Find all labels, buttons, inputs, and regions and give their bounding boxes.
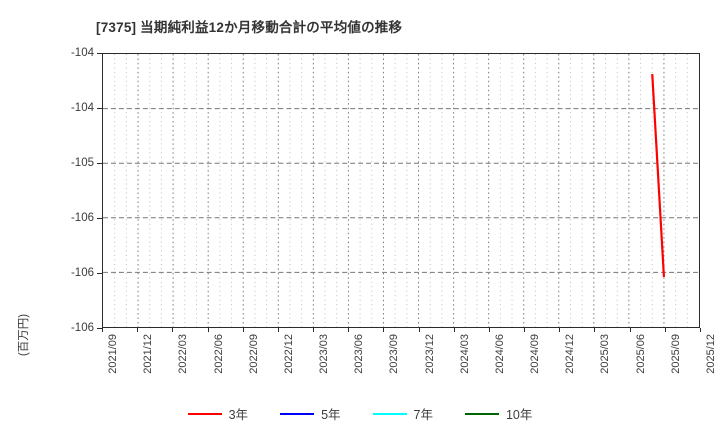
x-tick-mark [313,328,315,332]
x-tick-label: 2023/09 [388,334,401,374]
data-series-layer [651,73,666,278]
x-tick-label: 2023/03 [318,334,331,374]
x-tick-label: 2025/12 [705,334,717,374]
x-tick-label: 2023/12 [423,334,436,374]
x-tick-mark [488,328,490,332]
x-tick-label: 2025/03 [599,334,612,374]
x-tick-mark [137,328,139,332]
y-tick-mark [97,163,102,164]
x-tick-mark [453,328,455,332]
y-tick-label: -104 [70,47,94,59]
x-tick-label: 2022/09 [247,334,260,374]
x-tick-label: 2024/06 [493,334,506,374]
y-tick-label: -104 [70,102,94,114]
x-tick-mark [172,328,174,332]
x-tick-mark [102,328,103,332]
x-tick-label: 2023/06 [353,334,366,374]
x-tick-label: 2024/12 [564,334,577,374]
legend-label: 3年 [228,408,249,422]
legend-label: 5年 [321,408,341,422]
y-tick-label: -106 [70,267,94,279]
x-tick-mark [207,328,209,332]
x-tick-mark [348,328,350,332]
x-tick-label: 2021/12 [142,334,155,374]
y-tick-mark [97,218,102,219]
x-tick-label: 2022/03 [177,334,190,374]
x-tick-label: 2024/09 [529,334,542,374]
legend-color-swatch [464,412,499,415]
legend-item-5年[interactable]: 5年 [280,404,341,423]
y-tick-label: -106 [70,322,94,334]
x-tick-mark [629,328,631,332]
chart-title: [7375] 当期純利益12か月移動合計の平均値の推移 [96,20,403,35]
y-tick-mark [97,108,102,109]
y-tick-label: -106 [70,212,94,224]
y-tick-label: -105 [70,157,94,169]
x-tick-mark [524,328,526,332]
x-tick-mark [594,328,596,332]
series-line-3年 [651,73,666,278]
x-tick-mark [383,328,385,332]
x-tick-mark [277,328,279,332]
legend-color-swatch [187,412,222,415]
x-tick-mark [664,328,666,332]
y-tick-mark [97,273,102,274]
x-tick-label: 2021/09 [107,334,119,374]
y-tick-mark [97,53,102,54]
x-tick-label: 2024/03 [458,334,471,374]
chart-legend: 3年 5年 7年 10年 [0,404,720,423]
plot-area [102,53,700,328]
legend-item-10年[interactable]: 10年 [464,404,533,423]
y-tick-mark [97,328,102,329]
legend-item-7年[interactable]: 7年 [372,404,433,423]
legend-label: 10年 [505,408,533,422]
y-axis-title-wrap: (百万円) [0,140,30,356]
x-tick-label: 2025/06 [634,334,647,374]
x-tick-label: 2022/06 [212,334,225,374]
x-tick-mark [418,328,420,332]
x-tick-mark [559,328,561,332]
legend-color-swatch [372,412,407,415]
x-tick-mark [242,328,244,332]
legend-label: 7年 [413,408,433,422]
y-axis-title: (百万円) [18,313,31,357]
legend-item-3年[interactable]: 3年 [187,404,249,423]
x-tick-mark [700,328,701,332]
x-tick-label: 2025/09 [669,334,682,374]
x-tick-label: 2022/12 [282,334,295,374]
legend-color-swatch [280,412,315,415]
